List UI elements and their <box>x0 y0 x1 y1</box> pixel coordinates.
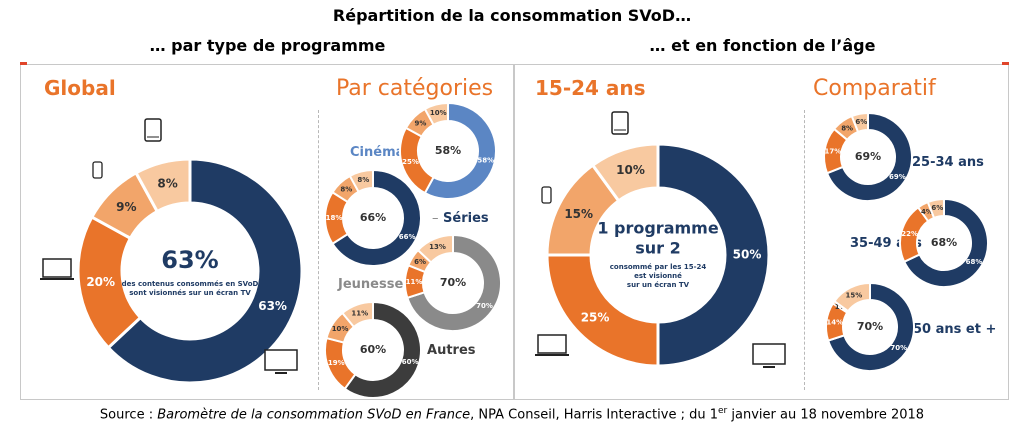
right-subtitle: … et en fonction de l’âge <box>649 36 876 55</box>
heading-global: Global <box>44 76 116 100</box>
center-text-15-24: sur un écran TV <box>627 281 690 289</box>
slice-series-main <box>331 168 422 267</box>
label-50-plus: 50 ans et + <box>913 322 997 337</box>
slice-label-cinema-smartphone: 9% <box>414 119 426 127</box>
slice-label-autres-smartphone: 10% <box>332 325 349 333</box>
slice-age_25_34-tv <box>825 111 913 202</box>
slice-cinema-main <box>423 101 497 200</box>
corner-mark <box>1002 62 1009 65</box>
slice-label-autres-main: 60% <box>402 358 419 366</box>
right-panel <box>514 64 1009 400</box>
center-value-15-24: 1 programme <box>597 219 719 238</box>
slice-label-age_50_plus-laptop: 14% <box>826 319 843 327</box>
slice-label-age_35_49-smartphone: 4% <box>921 208 933 216</box>
center-text-global: sont visionnés sur un écran TV <box>129 289 251 297</box>
slice-label-age_15_24-laptop: 25% <box>581 310 610 324</box>
slice-label-autres-tablet: 11% <box>351 309 368 317</box>
slice-cinema-tablet <box>423 101 449 127</box>
slice-label-age_50_plus-smartphone: 1% <box>835 303 847 311</box>
slice-label-series-smartphone: 8% <box>340 186 352 194</box>
slice-jeunesse-tablet <box>416 233 454 264</box>
slice-label-age_50_plus-tablet: 15% <box>846 291 863 299</box>
center-value-jeunesse: 70% <box>440 276 466 289</box>
slice-global-tablet <box>134 157 192 214</box>
center-value-15-24: sur 2 <box>635 239 681 258</box>
smartphone-icon <box>541 186 552 204</box>
slice-label-jeunesse-smartphone: 6% <box>414 258 426 266</box>
slice-age_25_34-tablet <box>850 111 869 134</box>
slice-age_15_24-tv <box>656 142 771 368</box>
slice-label-series-main: 66% <box>399 233 416 241</box>
slice-label-cinema-main: 58% <box>477 157 494 165</box>
slice-label-age_35_49-tv: 68% <box>966 258 983 266</box>
slice-global-tv <box>106 157 304 385</box>
smartphone-icon <box>92 161 103 179</box>
source-note: Source : Baromètre de la consommation SV… <box>99 406 925 423</box>
slice-label-age_25_34-tablet: 6% <box>855 118 867 126</box>
slice-label-age_35_49-tablet: 6% <box>931 204 943 212</box>
slice-label-global-tablet: 8% <box>157 176 177 190</box>
center-value-age_35_49: 68% <box>931 236 957 249</box>
slice-label-age_35_49-laptop: 22% <box>901 230 918 238</box>
center-value-age_25_34: 69% <box>855 150 881 163</box>
slice-autres-tablet <box>340 300 374 329</box>
left-panel <box>20 64 514 400</box>
slice-label-global-smartphone: 9% <box>116 200 136 214</box>
center-value-cinema: 58% <box>435 144 461 157</box>
slice-age_15_24-tablet <box>590 142 660 203</box>
slice-series-tablet <box>348 168 374 194</box>
slice-label-age_15_24-smartphone: 15% <box>564 207 593 221</box>
tv-icon <box>752 343 786 365</box>
slice-label-series-tablet: 8% <box>357 176 369 184</box>
slice-label-series-laptop: 18% <box>326 214 343 222</box>
laptop-icon <box>42 258 72 278</box>
label-series: – Séries <box>432 211 489 226</box>
left-subtitle: … par type de programme <box>149 36 386 55</box>
separator <box>318 110 319 390</box>
separator <box>804 110 805 390</box>
slice-label-cinema-tablet: 10% <box>430 109 447 117</box>
slice-label-cinema-laptop: 25% <box>402 158 419 166</box>
slice-label-global-tv: 63% <box>258 299 287 313</box>
center-text-15-24: consommé par les 15-24 <box>610 263 707 271</box>
slice-age_50_plus-tablet <box>833 281 871 313</box>
slice-label-age_25_34-smartphone: 8% <box>841 124 853 132</box>
heading-comparatif: Comparatif <box>813 76 936 101</box>
slice-age_50_plus-tv <box>826 281 915 372</box>
slice-age_35_49-tablet <box>926 197 945 220</box>
slice-age_35_49-tv <box>902 197 989 288</box>
slice-autres-main <box>343 300 422 399</box>
tv-icon <box>264 349 298 371</box>
center-value-age_50_plus: 70% <box>857 320 883 333</box>
tablet-icon <box>144 118 162 142</box>
center-value-global: 63% <box>161 246 218 274</box>
center-text-15-24: est visionné <box>634 272 682 280</box>
heading-15-24: 15-24 ans <box>535 76 646 100</box>
label-25-34: 25-34 ans <box>912 155 984 170</box>
center-value-series: 66% <box>360 211 386 224</box>
slice-label-global-laptop: 20% <box>86 275 115 289</box>
slice-label-jeunesse-tablet: 13% <box>429 243 446 251</box>
slice-label-jeunesse-main: 70% <box>476 302 493 310</box>
slice-jeunesse-main <box>406 233 502 332</box>
center-value-autres: 60% <box>360 343 386 356</box>
tablet-icon <box>611 111 629 135</box>
slice-label-age_15_24-tv: 50% <box>733 248 762 262</box>
corner-mark <box>20 62 27 65</box>
main-title: Répartition de la consommation SVoD… <box>332 6 692 25</box>
slice-label-age_15_24-tablet: 10% <box>616 163 645 177</box>
slice-label-jeunesse-laptop: 11% <box>406 278 423 286</box>
heading-par-categories: Par catégories <box>336 76 494 101</box>
center-text-global: des contenus consommés en SVoD <box>122 280 259 288</box>
slice-label-age_25_34-tv: 69% <box>889 173 906 181</box>
laptop-icon <box>537 334 567 354</box>
slice-label-age_25_34-laptop: 17% <box>825 147 842 155</box>
slice-label-age_50_plus-tv: 70% <box>890 344 907 352</box>
slice-label-autres-laptop: 19% <box>328 359 345 367</box>
